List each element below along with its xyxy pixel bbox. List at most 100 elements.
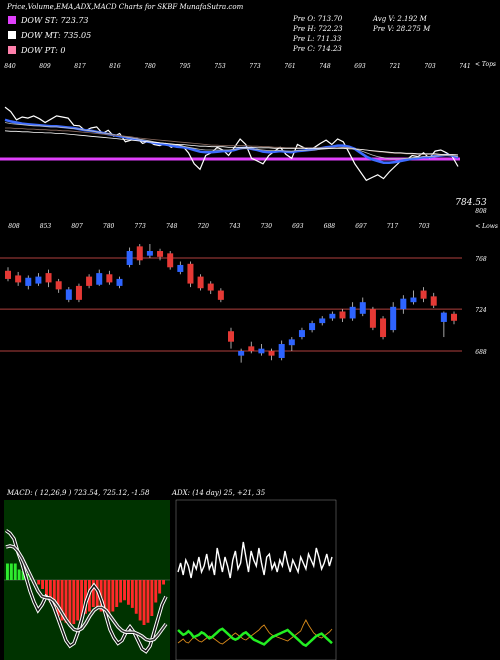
macd-histogram-bar <box>6 563 9 580</box>
candle-body <box>126 251 133 265</box>
macd-histogram-bar <box>91 580 95 607</box>
last-price-label: 784.53 <box>455 198 487 208</box>
candle-body <box>187 263 194 284</box>
lower-tick-label: 743 <box>229 223 241 230</box>
legend-swatch <box>7 15 17 25</box>
upper-tick-label: 693 <box>354 63 366 70</box>
macd-histogram-bar <box>56 580 60 616</box>
upper-tick-label: 816 <box>109 63 121 70</box>
candle-body <box>359 302 366 314</box>
candle-body <box>339 311 346 319</box>
candle-body <box>157 251 164 257</box>
macd-histogram-bar <box>126 580 130 605</box>
macd-histogram-bar <box>162 580 165 585</box>
macd-histogram-bar <box>95 580 99 608</box>
level-label: 688 <box>475 349 487 356</box>
candle-body <box>329 313 336 319</box>
adx-orange-line <box>177 619 333 645</box>
level-label: 768 <box>475 256 487 263</box>
prev-stats-col2: Avg V: 2.192 M Pre V: 28.275 M <box>373 14 430 34</box>
lower-tick-label: 720 <box>198 223 210 230</box>
candle-body <box>25 277 32 286</box>
level-label: 724 <box>475 307 487 314</box>
candle-body <box>15 275 22 283</box>
candle-body <box>96 273 103 285</box>
candle-body <box>238 351 245 356</box>
macd-histogram-bar <box>80 580 84 619</box>
macd-histogram-bar <box>134 580 138 614</box>
macd-histogram-bar <box>150 580 154 616</box>
legend-label: DOW MT: 735.05 <box>21 30 92 40</box>
candle-body <box>369 309 376 328</box>
candle-body <box>217 290 224 300</box>
macd-histogram-bar <box>103 580 107 614</box>
macd-histogram-bar <box>45 580 48 596</box>
adx-plus-di-line <box>177 541 333 579</box>
macd-histogram-bar <box>17 569 21 580</box>
macd-series-line <box>5 545 167 642</box>
candle-body <box>248 346 255 351</box>
lower-high-label: 808 <box>475 208 487 215</box>
candle-body <box>420 290 427 299</box>
macd-histogram-bar <box>72 580 76 625</box>
adx-green-line <box>177 627 333 648</box>
upper-tick-label: 741 <box>459 63 470 70</box>
candle-body <box>177 264 184 272</box>
upper-series-line <box>4 130 459 156</box>
candle-body <box>5 270 11 279</box>
upper-tick-label: 753 <box>214 63 226 70</box>
macd-histogram-bar <box>115 580 119 607</box>
stat-pre-low: Pre L: 711.33 <box>293 35 342 43</box>
candle-body <box>309 323 316 331</box>
legend-label: DOW PT: 0 <box>21 45 66 55</box>
upper-tick-label: 748 <box>319 63 331 70</box>
macd-histogram-bar <box>154 580 158 603</box>
macd-histogram-bar <box>119 580 123 603</box>
macd-series-line <box>5 529 167 653</box>
lower-tick-label: 693 <box>292 223 304 230</box>
macd-histogram-bar <box>37 580 41 585</box>
macd-histogram-bar <box>138 580 142 621</box>
lower-tick-label: 717 <box>387 223 399 230</box>
upper-price-chart: 840 809 817 816 780 795 753 773 761 748 693 721 703 7… <box>0 61 498 213</box>
legend-swatch <box>7 45 17 55</box>
candle-body <box>258 348 265 354</box>
upper-tick-label: 817 <box>74 63 86 70</box>
macd-title: MACD: ( 12,26,9 ) 723.54, 725.12, -1.58 <box>7 489 150 497</box>
macd-histogram-bar <box>41 580 45 589</box>
candle-body <box>65 289 72 300</box>
candle-body <box>86 276 93 286</box>
lower-tick-label: 703 <box>418 223 430 230</box>
candle-body <box>451 313 457 321</box>
candle-body <box>45 273 52 283</box>
upper-tick-label: 809 <box>39 63 51 70</box>
upper-series-line <box>5 127 459 156</box>
macd-histogram-bar <box>64 580 68 623</box>
legend-dow-st: DOW ST: 723.73 <box>7 15 89 25</box>
upper-tick-label: 773 <box>249 63 261 70</box>
macd-histogram-bar <box>76 580 80 621</box>
prev-stats-col1: Pre O: 713.70 Pre H: 722.23 Pre L: 711.3… <box>293 14 343 54</box>
stat-pre-close: Pre C: 714.23 <box>293 45 342 53</box>
candle-body <box>278 344 285 358</box>
legend-label: DOW ST: 723.73 <box>21 15 89 25</box>
macd-histogram-bar <box>142 580 146 625</box>
lower-candle-chart: 808 853 807 780 773 748 720 743 730 693 688 697 717 7… <box>0 208 498 363</box>
upper-tick-label: 840 <box>4 63 16 70</box>
candle-body <box>430 296 437 306</box>
lower-tick-label: 697 <box>355 223 367 230</box>
macd-histogram-bar <box>84 580 87 614</box>
macd-histogram-bar <box>158 580 162 594</box>
candle-body <box>167 253 174 268</box>
upper-tick-label: 761 <box>284 63 295 70</box>
adx-background <box>175 499 337 660</box>
lower-tick-label: 780 <box>103 223 115 230</box>
candle-body <box>349 306 356 319</box>
candle-body <box>136 246 143 261</box>
candle-body <box>268 351 275 356</box>
candle-body <box>440 312 447 322</box>
macd-histogram-bar <box>123 580 126 601</box>
candle-body <box>319 318 326 324</box>
